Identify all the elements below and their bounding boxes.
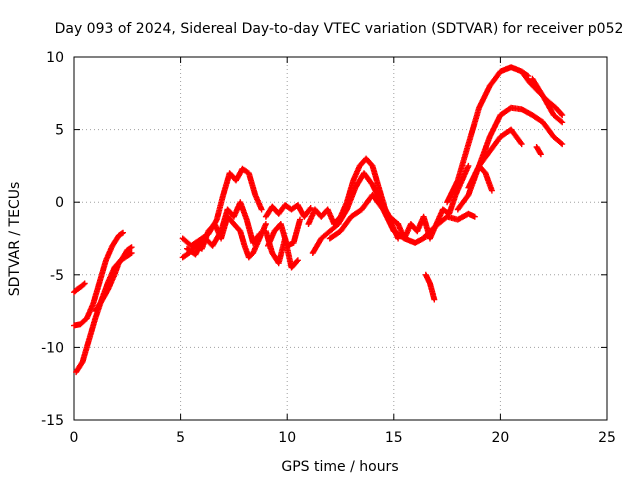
series-track-p [422, 210, 478, 239]
y-tick-label: 0 [55, 195, 64, 211]
x-tick-label: 0 [70, 430, 79, 446]
series-track-d [92, 244, 135, 315]
series-track-b [71, 229, 126, 329]
x-tick-label: 20 [491, 430, 509, 446]
y-tick-label: -15 [41, 413, 64, 429]
data-marker-track [305, 155, 402, 242]
data-marker-track [529, 75, 566, 126]
data-marker-track [265, 216, 303, 249]
data-marker-track [465, 126, 525, 191]
series-track-v [529, 75, 566, 126]
series-track-m [326, 191, 429, 246]
data-marker-track [422, 271, 438, 303]
data-points [71, 64, 566, 376]
series-track-q [444, 64, 532, 206]
data-marker-track [262, 202, 314, 220]
x-tick-label: 10 [278, 430, 296, 446]
series-track-s [465, 126, 525, 191]
series-track-a [71, 280, 88, 296]
data-marker-track [444, 64, 532, 206]
data-marker-track [326, 191, 429, 246]
data-marker-track [476, 162, 495, 194]
data-marker-track [533, 144, 544, 158]
series-track-t [476, 162, 495, 194]
data-marker-track [92, 244, 135, 315]
data-marker-track [422, 210, 478, 239]
data-marker-track [71, 280, 88, 296]
x-tick-label: 5 [176, 430, 185, 446]
series-track-r [454, 104, 566, 213]
series-track-k [305, 155, 402, 242]
series-track-j [265, 216, 303, 249]
axis-ticks: 0 5 10 15 20 25 -15 -10 -5 0 5 10 [41, 50, 616, 446]
data-marker-track [184, 199, 263, 258]
x-axis-label: GPS time / hours [281, 459, 398, 475]
y-axis-label: SDTVAR / TECUs [7, 182, 23, 297]
series-track-w [533, 144, 544, 158]
series-track-o [422, 271, 438, 303]
y-tick-label: -5 [50, 268, 64, 284]
y-tick-label: -10 [41, 340, 64, 356]
data-marker-track [179, 165, 265, 249]
chart-title: Day 093 of 2024, Sidereal Day-to-day VTE… [55, 21, 624, 37]
x-tick-label: 25 [598, 430, 616, 446]
y-tick-label: 10 [46, 50, 64, 66]
series-track-g [184, 199, 263, 258]
series-track-h [262, 202, 314, 220]
data-marker-track [454, 104, 566, 213]
plot-frame [73, 56, 608, 421]
y-tick-label: 5 [55, 123, 64, 139]
data-marker-track [71, 229, 126, 329]
x-tick-label: 15 [385, 430, 403, 446]
series-track-f [179, 165, 265, 249]
